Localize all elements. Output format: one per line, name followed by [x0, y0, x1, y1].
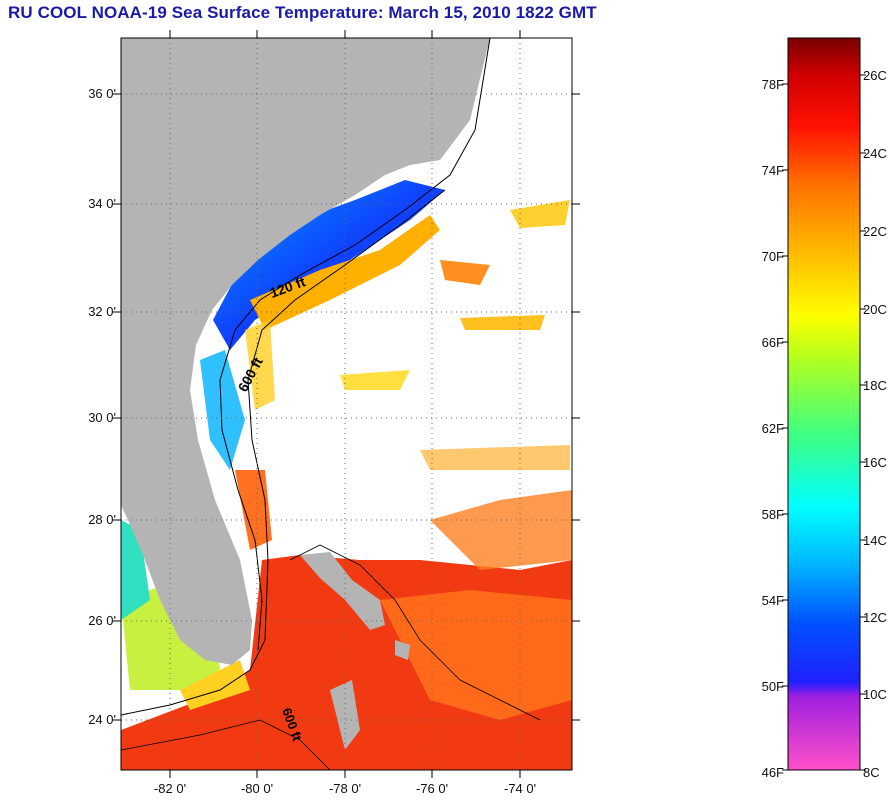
colorbar-f-66: 66F: [761, 335, 784, 350]
lat-label-26: 26 0': [88, 613, 116, 628]
lat-label-28: 28 0': [88, 512, 116, 527]
colorbar-c-8: 8C: [863, 765, 880, 780]
colorbar-f-74: 74F: [761, 163, 784, 178]
land-mass: [121, 38, 490, 665]
lat-label-36: 36 0': [88, 86, 116, 101]
colorbar-f-62: 62F: [761, 421, 784, 436]
lat-label-24: 24 0': [88, 712, 116, 727]
lon-label-82: -82 0': [153, 781, 187, 796]
colorbar: [787, 37, 861, 771]
colorbar-c-26: 26C: [863, 68, 887, 83]
colorbar-f-58: 58F: [761, 507, 784, 522]
colorbar-c-24: 24C: [863, 146, 887, 161]
lon-label-80: -80 0': [240, 781, 274, 796]
colorbar-f-46: 46F: [761, 765, 784, 780]
axis-ticks: [113, 30, 580, 778]
colorbar-ticks: [782, 74, 866, 771]
colorbar-c-10: 10C: [863, 687, 887, 702]
colorbar-f-50: 50F: [761, 679, 784, 694]
colorbar-f-70: 70F: [761, 249, 784, 264]
colorbar-f-54: 54F: [761, 593, 784, 608]
lon-label-74: -74 0': [503, 781, 537, 796]
colorbar-c-20: 20C: [863, 302, 887, 317]
colorbar-c-14: 14C: [863, 533, 887, 548]
colorbar-c-22: 22C: [863, 224, 887, 239]
lat-label-32: 32 0': [88, 304, 116, 319]
lat-label-34: 34 0': [88, 196, 116, 211]
grid-lines: [121, 38, 572, 770]
colorbar-c-12: 12C: [863, 610, 887, 625]
lat-label-30: 30 0': [88, 410, 116, 425]
map-title: RU COOL NOAA-19 Sea Surface Temperature:…: [8, 3, 597, 22]
colorbar-f-78: 78F: [761, 77, 784, 92]
lon-label-78: -78 0': [328, 781, 362, 796]
lon-label-76: -76 0': [415, 781, 449, 796]
colorbar-c-16: 16C: [863, 455, 887, 470]
map-frame: [120, 37, 573, 771]
colorbar-c-18: 18C: [863, 378, 887, 393]
